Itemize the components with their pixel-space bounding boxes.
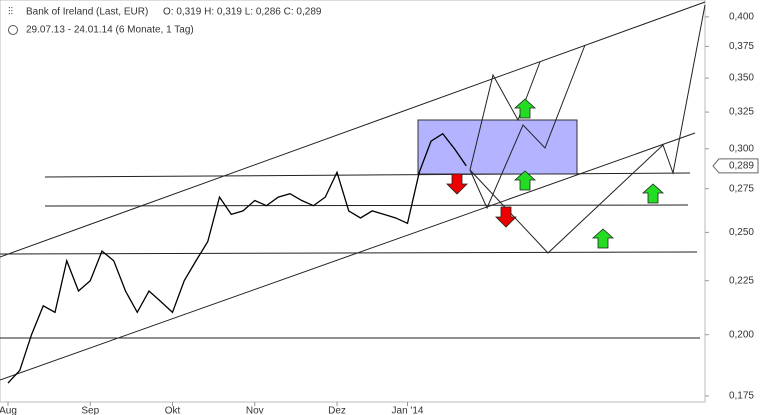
x-tick-label: Sep: [81, 406, 99, 415]
last-price-box: [712, 158, 759, 174]
y-tick-label: 0,375: [729, 41, 754, 52]
y-tick-label: 0,325: [729, 107, 754, 118]
support-line: [44, 172, 691, 178]
plot-frame: [0, 0, 706, 403]
header: ⫶⫶ Bank of Ireland (Last, EUR) O: 0,319 …: [8, 7, 322, 36]
arrow-up: [513, 98, 537, 119]
x-tick-label: Okt: [165, 406, 181, 415]
x-tick-label: Nov: [246, 406, 264, 415]
y-tick-label: 0,225: [729, 275, 754, 286]
x-tick-label: Dez: [328, 406, 346, 415]
arrow-up: [641, 183, 665, 204]
arrow-down: [446, 173, 468, 195]
annotations: [0, 1, 706, 381]
projection: [469, 4, 706, 254]
y-tick-label: 0,300: [729, 143, 754, 154]
y-tick-label: 0,175: [729, 391, 754, 402]
last-price-label: 0,289: [729, 161, 754, 172]
arrow-up: [513, 170, 537, 191]
arrows: [446, 98, 665, 249]
projection: [469, 44, 586, 210]
price-line: [7, 132, 467, 384]
chart-icon: ⫶⫶: [8, 7, 13, 18]
range-box: [417, 119, 578, 175]
ohlc-info: O: 0,319 H: 0,319 L: 0,286 C: 0,289: [163, 7, 322, 18]
x-tick-label: Jan '14: [392, 406, 424, 415]
projection: [469, 61, 541, 171]
y-tick-label: 0,275: [729, 183, 754, 194]
y-tick-label: 0,350: [729, 73, 754, 84]
support-line: [44, 204, 689, 207]
chart-title: Bank of Ireland (Last, EUR): [26, 7, 148, 18]
support-line: [0, 251, 698, 255]
y-tick-label: 0,400: [729, 12, 754, 23]
x-tick-label: Aug: [0, 406, 17, 415]
clock-icon: [8, 25, 18, 35]
period: 29.07.13 - 24.01.14 (6 Monate, 1 Tag): [26, 25, 194, 36]
channel-upper: [0, 1, 706, 258]
arrow-down: [495, 206, 517, 228]
arrow-up: [591, 228, 615, 249]
y-tick-label: 0,250: [729, 227, 754, 238]
y-tick-label: 0,200: [729, 329, 754, 340]
